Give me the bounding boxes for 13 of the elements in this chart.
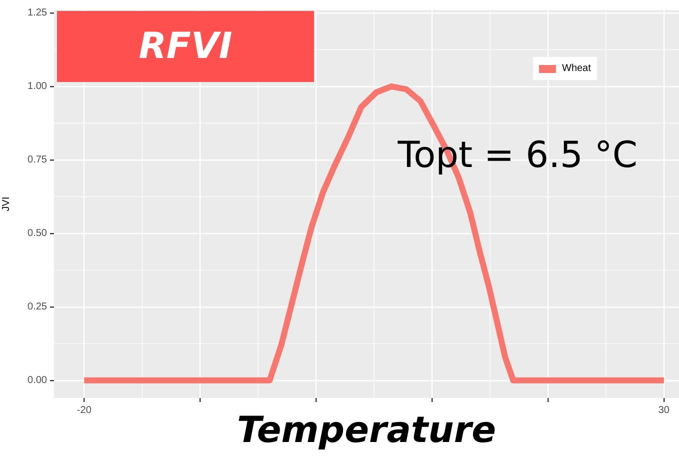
x-axis-title: Temperature [236,410,496,451]
title-banner: RFVI [57,11,314,82]
legend-label: Wheat [562,63,591,74]
y-tick-label: 1.25 [28,8,48,19]
y-tick-label: 1.00 [28,81,48,92]
y-tick-label: 0.00 [28,375,48,386]
x-tick-label: 30 [658,404,670,416]
y-tick-label: 0.25 [28,302,48,313]
y-tick-label: 0.50 [28,228,48,240]
annotation: Topt = 6.5 °C [396,134,638,176]
x-tick-label: -20 [76,404,92,416]
y-axis-title: JVI [0,196,12,212]
y-tick-label: 0.75 [28,154,48,166]
